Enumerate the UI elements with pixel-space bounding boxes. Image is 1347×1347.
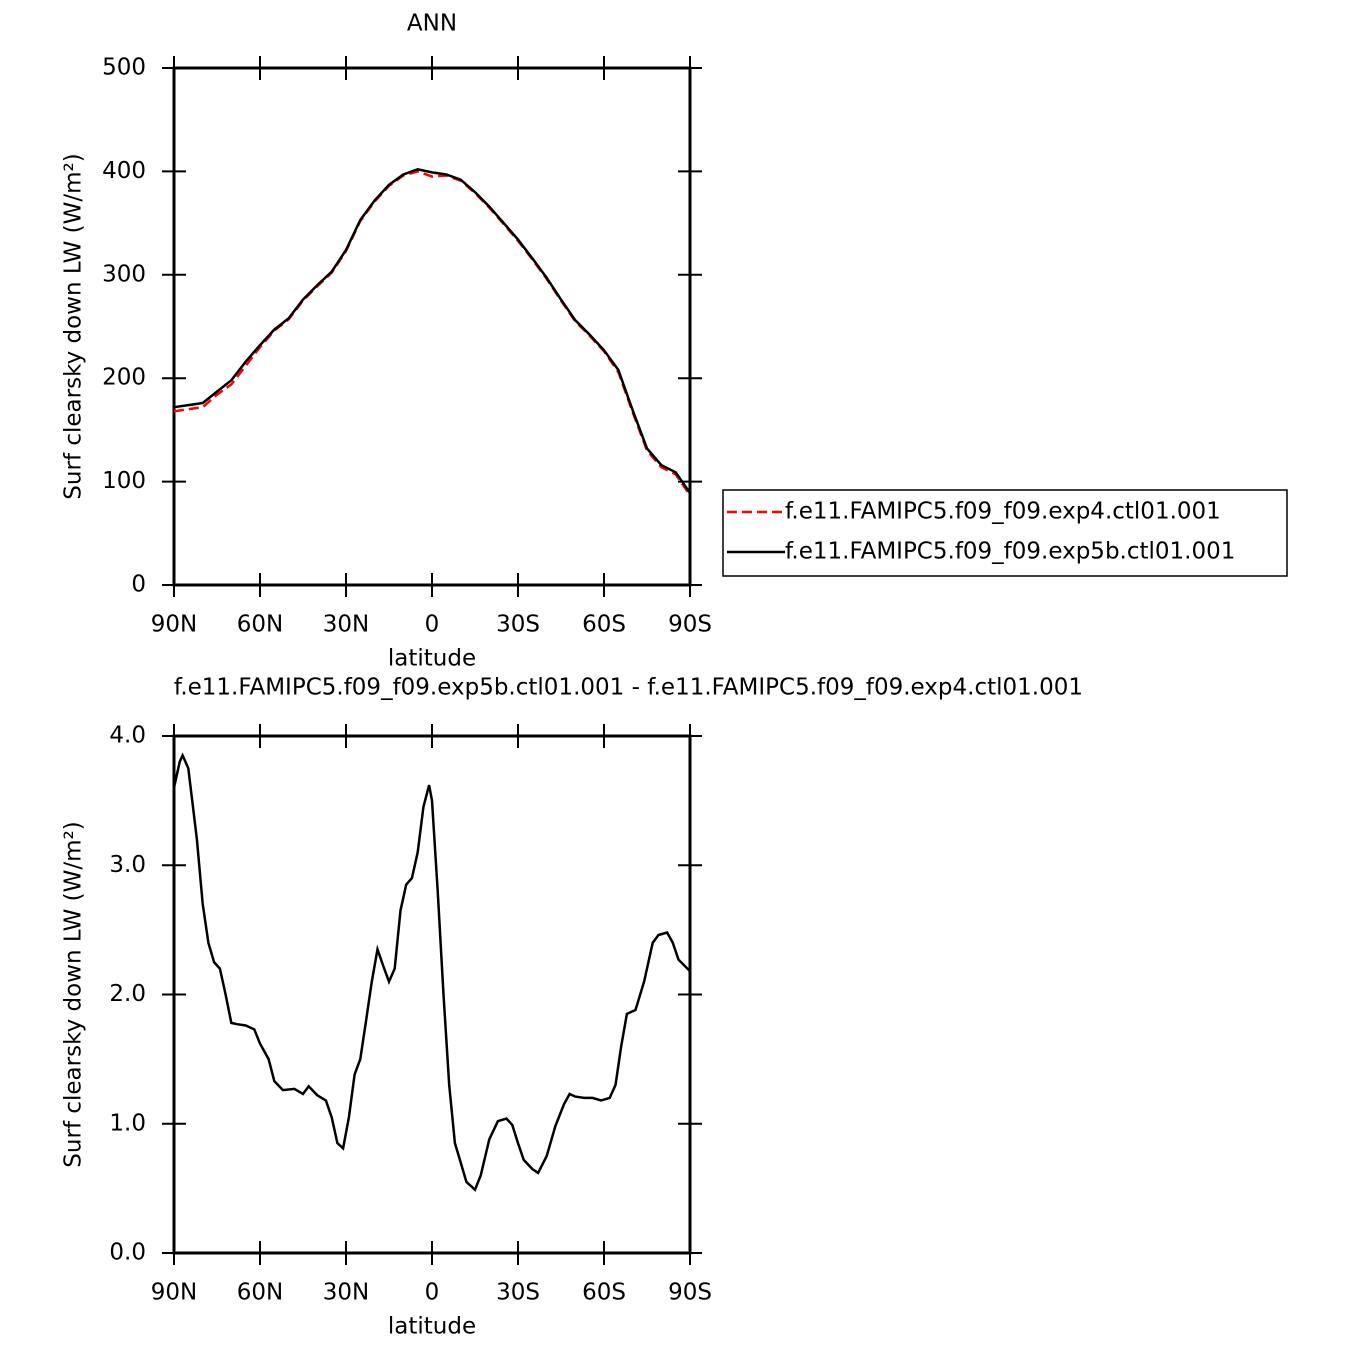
y-tick-label: 0.0: [109, 1240, 146, 1266]
data-line: [173, 168, 692, 494]
x-tick-label: 60N: [237, 1280, 283, 1306]
legend-label: f.e11.FAMIPC5.f09_f09.exp4.ctl01.001: [785, 499, 1221, 525]
y-tick-label: 4.0: [109, 723, 146, 749]
data-line: [172, 752, 691, 1192]
chart-title: ANN: [407, 11, 457, 37]
x-tick-label: 60S: [582, 1280, 626, 1306]
plot-frame: [172, 66, 692, 587]
y-tick-label: 200: [102, 365, 146, 391]
y-axis-label: Surf clearsky down LW (W/m²): [61, 153, 87, 499]
data-line: [173, 170, 692, 496]
y-axis-label: Surf clearsky down LW (W/m²): [61, 821, 87, 1167]
legend-label: f.e11.FAMIPC5.f09_f09.exp5b.ctl01.001: [785, 539, 1235, 565]
y-tick-label: 300: [102, 261, 146, 287]
x-tick-label: 0: [425, 612, 440, 638]
x-tick-label: 30N: [323, 1280, 369, 1306]
x-tick-label: 0: [425, 1280, 440, 1306]
x-tick-label: 60S: [582, 612, 626, 638]
legend-box: [722, 489, 1288, 577]
y-tick-label: 400: [102, 158, 146, 184]
x-tick-label: 90S: [668, 612, 712, 638]
y-tick-label: 0: [131, 572, 146, 598]
y-tick-label: 100: [102, 468, 146, 494]
x-tick-label: 60N: [237, 612, 283, 638]
x-tick-label: 30S: [496, 1280, 540, 1306]
plot-frame: [172, 734, 692, 1255]
y-tick-label: 500: [102, 55, 146, 81]
y-tick-label: 2.0: [109, 981, 146, 1007]
x-tick-label: 30N: [323, 612, 369, 638]
x-axis-label: latitude: [388, 1314, 476, 1340]
x-axis-label: latitude: [388, 646, 476, 672]
y-tick-label: 3.0: [109, 852, 146, 878]
x-tick-label: 90S: [668, 1280, 712, 1306]
y-tick-label: 1.0: [109, 1110, 146, 1136]
chart-title: f.e11.FAMIPC5.f09_f09.exp5b.ctl01.001 - …: [174, 675, 1083, 701]
x-tick-label: 90N: [151, 1280, 197, 1306]
x-tick-label: 30S: [496, 612, 540, 638]
x-tick-label: 90N: [151, 612, 197, 638]
